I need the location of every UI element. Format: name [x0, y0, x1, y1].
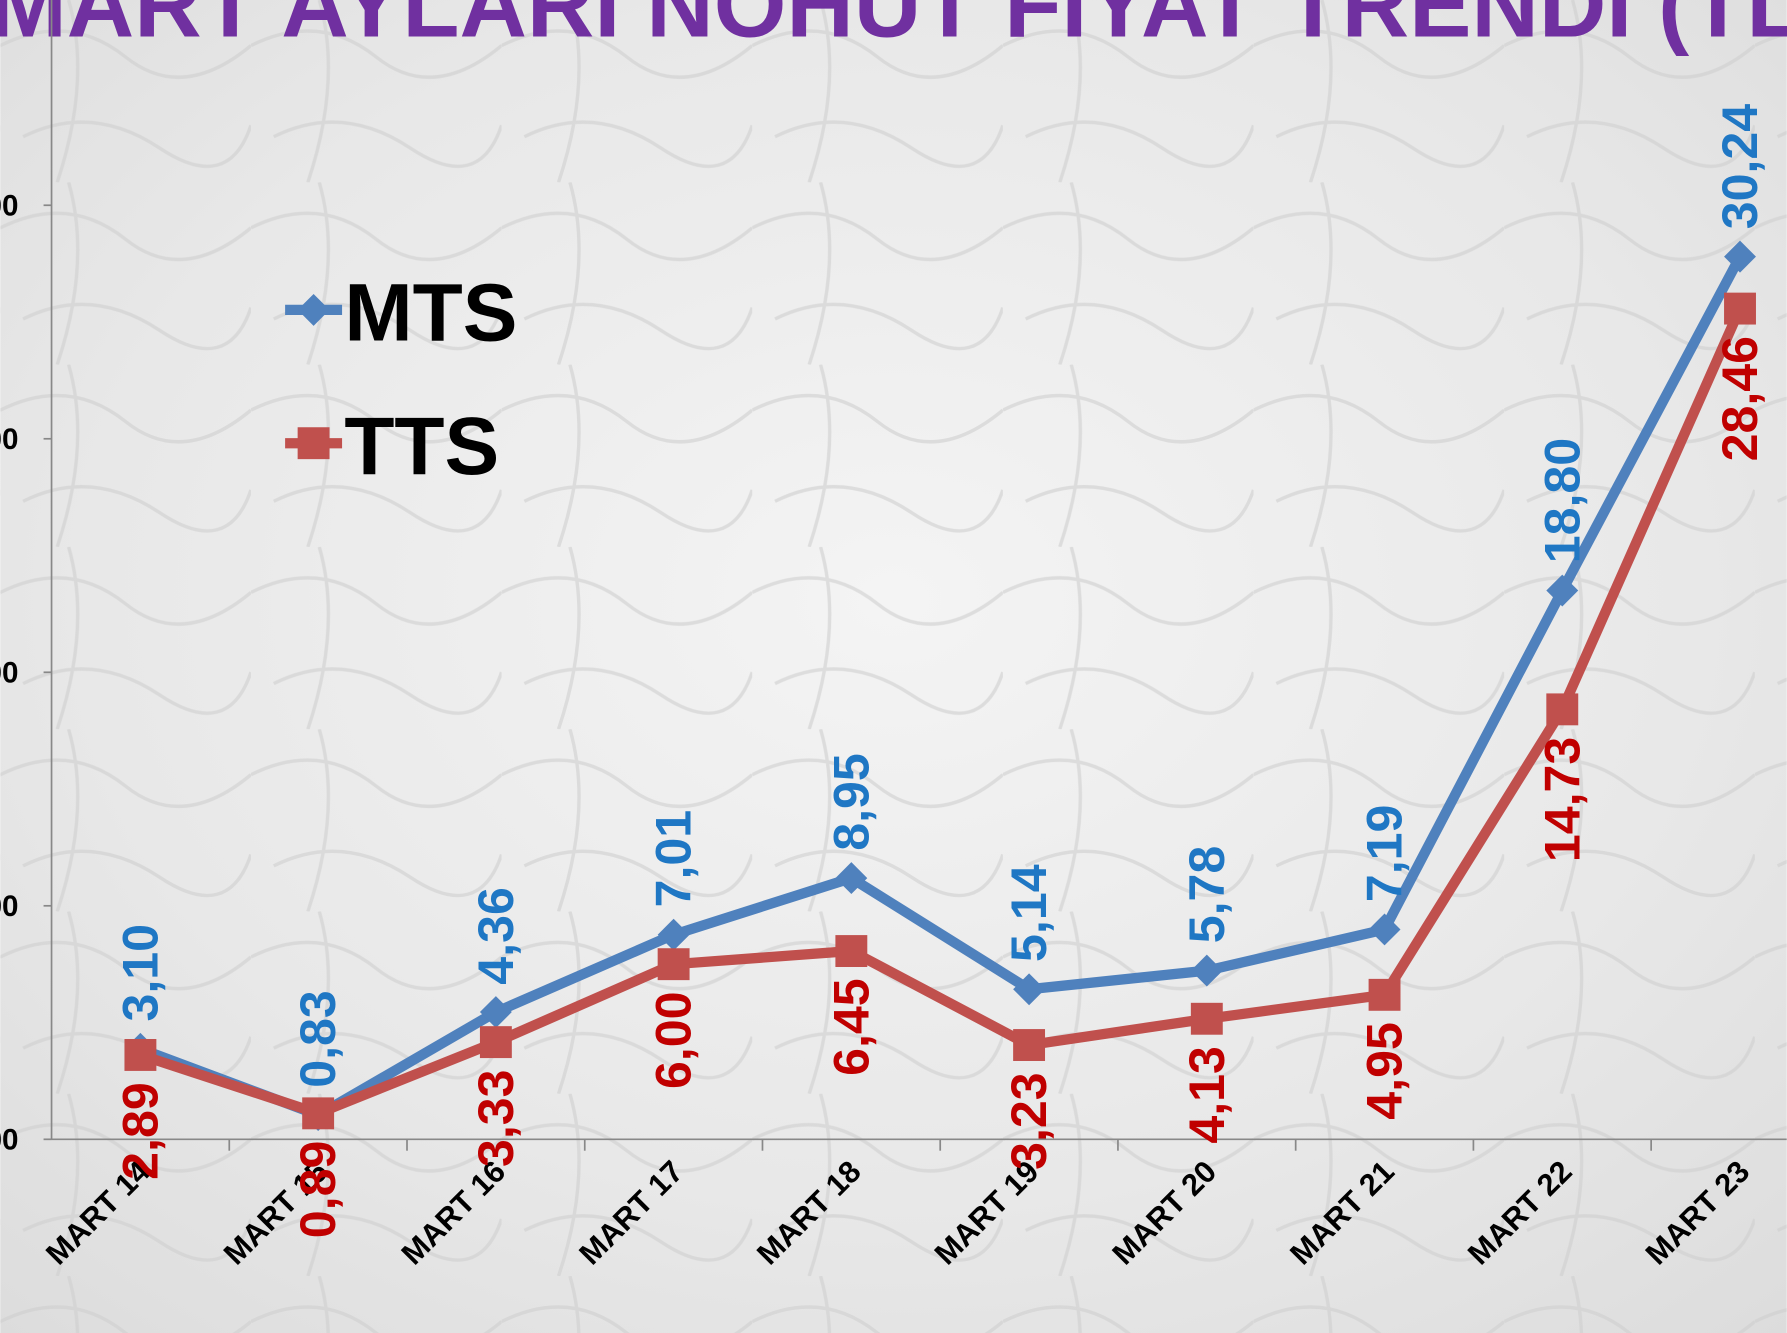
- data-label: 3,33: [468, 1069, 524, 1167]
- data-label: 3,23: [1001, 1072, 1057, 1170]
- data-label: 5,14: [1001, 864, 1057, 962]
- data-point: [302, 1097, 335, 1130]
- data-point: [1724, 292, 1756, 325]
- y-tick-label: 16,00: [0, 657, 19, 690]
- data-point: [1546, 693, 1579, 726]
- series-line: [138, 254, 1745, 1121]
- data-point: [124, 1039, 157, 1071]
- data-label: 8,95: [823, 753, 879, 851]
- legend-label: MTS: [344, 268, 517, 359]
- y-tick-label: 24,00: [0, 423, 19, 456]
- data-point: [657, 918, 690, 951]
- data-label: 7,01: [646, 810, 702, 908]
- data-label: 7,19: [1357, 805, 1413, 903]
- data-point: [1724, 240, 1756, 273]
- data-label: 28,46: [1712, 336, 1768, 461]
- data-point: [1190, 1002, 1223, 1035]
- data-label: 4,95: [1357, 1022, 1413, 1120]
- data-label: 5,78: [1179, 846, 1235, 944]
- data-label: 18,80: [1534, 438, 1590, 563]
- data-label: 14,73: [1534, 737, 1590, 862]
- data-point: [1368, 913, 1401, 946]
- legend-label: TTS: [344, 401, 499, 492]
- legend-marker: [297, 427, 330, 460]
- chart-title: MART AYLARI NOHUT FİYAT TRENDİ (TL): [0, 0, 1787, 56]
- data-point: [657, 948, 690, 981]
- data-label: 30,24: [1712, 104, 1768, 230]
- data-point: [835, 862, 868, 895]
- data-point: [479, 1026, 512, 1059]
- data-label: 4,13: [1179, 1046, 1235, 1144]
- data-point: [1190, 954, 1223, 987]
- y-tick-label: 0,00: [0, 1124, 19, 1157]
- series-line: [138, 306, 1745, 1119]
- data-point: [835, 935, 868, 967]
- data-point: [1546, 574, 1579, 607]
- data-point: [1013, 973, 1046, 1006]
- y-tick-label: 8,00: [0, 890, 19, 923]
- data-label: 0,83: [290, 990, 346, 1088]
- data-label: 2,89: [113, 1082, 169, 1180]
- legend-marker: [297, 293, 330, 326]
- data-label: 6,00: [646, 992, 702, 1090]
- data-label: 4,36: [468, 887, 524, 985]
- data-point: [479, 996, 512, 1029]
- data-label: 3,10: [113, 924, 169, 1022]
- data-point: [1013, 1029, 1046, 1061]
- data-label: 0,89: [290, 1141, 346, 1239]
- data-point: [1368, 978, 1401, 1011]
- y-tick-label: 32,00: [0, 190, 19, 223]
- data-label: 6,45: [823, 978, 879, 1076]
